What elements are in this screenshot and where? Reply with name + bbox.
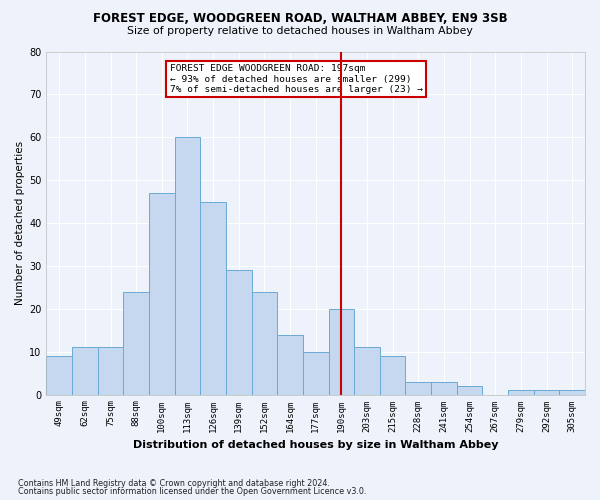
Bar <box>46 356 72 395</box>
Bar <box>354 348 380 395</box>
Text: FOREST EDGE WOODGREEN ROAD: 197sqm
← 93% of detached houses are smaller (299)
7%: FOREST EDGE WOODGREEN ROAD: 197sqm ← 93%… <box>170 64 422 94</box>
Bar <box>559 390 585 394</box>
Text: FOREST EDGE, WOODGREEN ROAD, WALTHAM ABBEY, EN9 3SB: FOREST EDGE, WOODGREEN ROAD, WALTHAM ABB… <box>92 12 508 26</box>
Bar <box>72 348 98 395</box>
Text: Contains public sector information licensed under the Open Government Licence v3: Contains public sector information licen… <box>18 487 367 496</box>
Bar <box>508 390 534 394</box>
X-axis label: Distribution of detached houses by size in Waltham Abbey: Distribution of detached houses by size … <box>133 440 499 450</box>
Bar <box>303 352 329 395</box>
Bar <box>124 292 149 395</box>
Bar <box>406 382 431 394</box>
Bar <box>98 348 124 395</box>
Bar <box>380 356 406 395</box>
Text: Size of property relative to detached houses in Waltham Abbey: Size of property relative to detached ho… <box>127 26 473 36</box>
Bar <box>457 386 482 394</box>
Bar <box>534 390 559 394</box>
Bar <box>251 292 277 395</box>
Bar <box>431 382 457 394</box>
Bar <box>329 309 354 394</box>
Y-axis label: Number of detached properties: Number of detached properties <box>15 141 25 305</box>
Bar <box>277 334 303 394</box>
Bar <box>175 138 200 394</box>
Bar <box>149 193 175 394</box>
Bar <box>200 202 226 394</box>
Text: Contains HM Land Registry data © Crown copyright and database right 2024.: Contains HM Land Registry data © Crown c… <box>18 478 330 488</box>
Bar <box>226 270 251 394</box>
